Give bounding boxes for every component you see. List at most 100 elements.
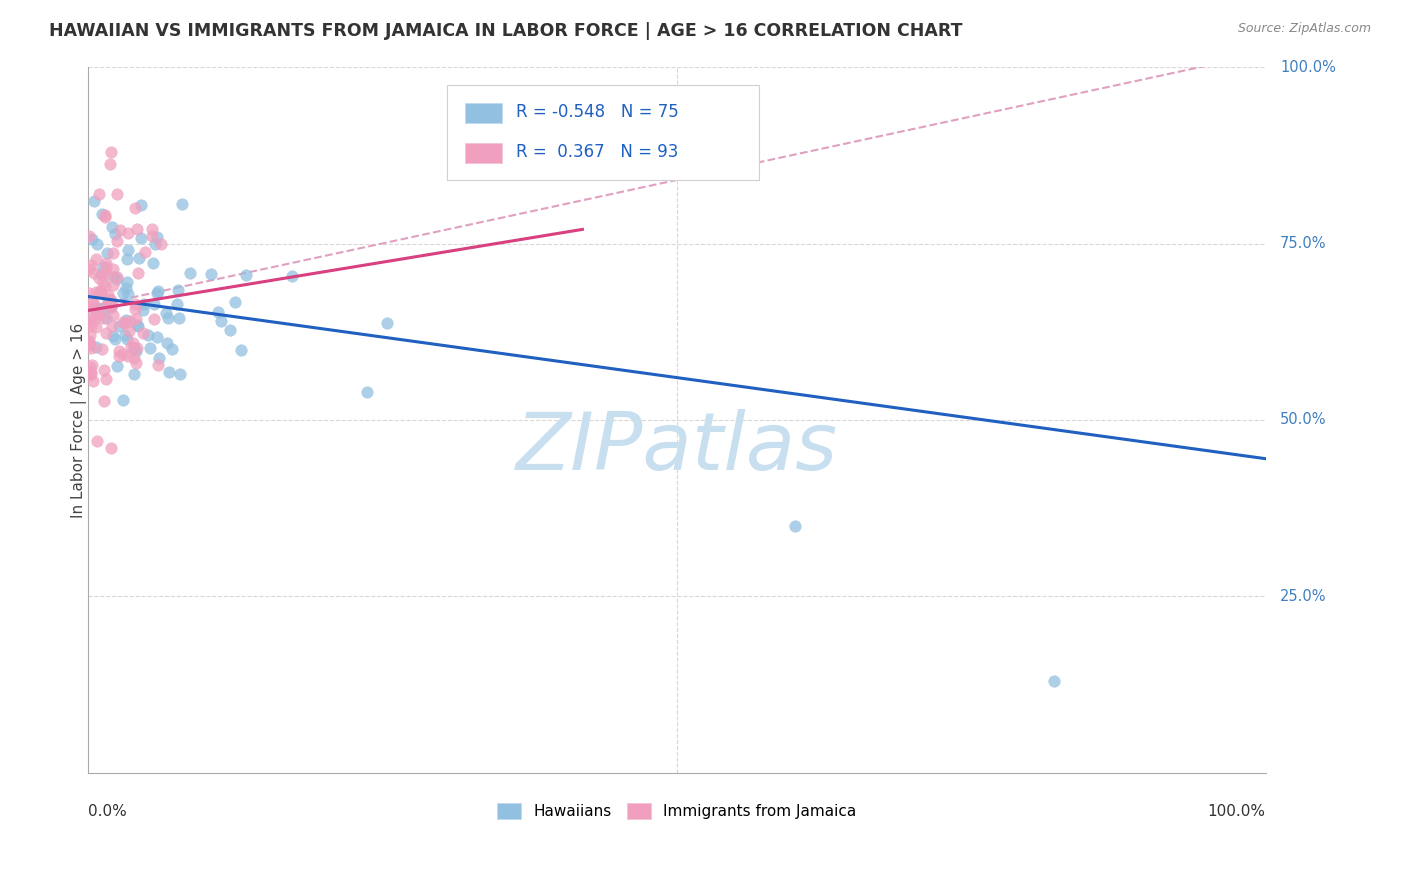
Point <box>100 300 122 314</box>
Point <box>79 318 101 333</box>
Point <box>124 301 146 316</box>
Point <box>83 297 105 311</box>
Point <box>96 298 118 312</box>
Point <box>166 297 188 311</box>
Point <box>96 245 118 260</box>
Point <box>125 311 148 326</box>
Point <box>100 157 122 171</box>
Point <box>114 280 136 294</box>
Point <box>101 318 124 333</box>
Point <box>132 303 155 318</box>
Point <box>94 326 117 340</box>
Point <box>169 367 191 381</box>
Point <box>125 356 148 370</box>
Point <box>148 358 170 372</box>
Point <box>103 269 125 284</box>
Point <box>149 236 172 251</box>
Point <box>91 277 114 291</box>
Point <box>105 187 128 202</box>
Point <box>125 344 148 359</box>
Point <box>100 300 122 314</box>
Point <box>90 207 112 221</box>
Point <box>105 270 128 285</box>
Point <box>94 311 117 326</box>
Point <box>125 222 148 236</box>
Point <box>100 293 122 307</box>
Point <box>83 194 105 208</box>
Point <box>77 229 100 244</box>
Point <box>224 295 246 310</box>
Point <box>98 292 121 306</box>
Point <box>91 310 114 325</box>
Point <box>124 201 146 215</box>
Point <box>83 301 105 315</box>
Point <box>146 330 169 344</box>
Point <box>77 334 100 348</box>
Point <box>145 286 167 301</box>
Point <box>131 326 153 341</box>
Point <box>89 285 111 299</box>
Point <box>107 344 129 359</box>
Point <box>117 243 139 257</box>
Text: 25.0%: 25.0% <box>1279 589 1326 604</box>
Point <box>111 315 134 329</box>
Point <box>155 306 177 320</box>
Point <box>117 287 139 301</box>
Point <box>117 349 139 363</box>
Point <box>783 518 806 533</box>
Point <box>100 145 122 159</box>
Point <box>115 332 138 346</box>
Point <box>101 246 124 260</box>
Point <box>111 347 134 361</box>
Point <box>87 307 110 321</box>
Point <box>96 260 118 275</box>
Point <box>89 187 111 202</box>
Point <box>200 267 222 281</box>
Point <box>120 314 142 328</box>
Point <box>93 267 115 281</box>
Point <box>93 210 115 224</box>
Point <box>218 323 240 337</box>
Point <box>86 434 108 448</box>
Point <box>79 258 101 272</box>
Point <box>172 197 194 211</box>
Point <box>127 267 149 281</box>
Point <box>105 234 128 248</box>
Point <box>97 288 120 302</box>
Point <box>84 340 107 354</box>
Point <box>101 308 124 322</box>
Point <box>87 271 110 285</box>
Point <box>84 319 107 334</box>
Point <box>1042 673 1064 688</box>
Point <box>79 337 101 351</box>
Point <box>148 351 170 365</box>
Text: R =  0.367   N = 93: R = 0.367 N = 93 <box>516 143 679 161</box>
Point <box>96 372 118 386</box>
Point <box>86 237 108 252</box>
Point <box>129 198 152 212</box>
Point <box>80 342 103 356</box>
Point <box>77 337 100 351</box>
Point <box>146 230 169 244</box>
Text: Source: ZipAtlas.com: Source: ZipAtlas.com <box>1237 22 1371 36</box>
Point <box>80 367 103 381</box>
Point <box>90 342 112 356</box>
Point <box>103 278 125 293</box>
Point <box>160 342 183 356</box>
Point <box>112 392 135 407</box>
Point <box>134 245 156 260</box>
Point <box>280 268 302 283</box>
Point <box>127 341 149 355</box>
Point <box>77 316 100 330</box>
Point <box>120 340 142 354</box>
FancyBboxPatch shape <box>464 143 502 163</box>
Point <box>77 285 100 300</box>
Point <box>79 313 101 327</box>
Point <box>122 367 145 381</box>
Point <box>156 336 179 351</box>
Point <box>122 335 145 350</box>
Point <box>108 319 131 334</box>
Point <box>115 312 138 326</box>
Text: R = -0.548   N = 75: R = -0.548 N = 75 <box>516 103 679 120</box>
FancyBboxPatch shape <box>464 103 502 123</box>
